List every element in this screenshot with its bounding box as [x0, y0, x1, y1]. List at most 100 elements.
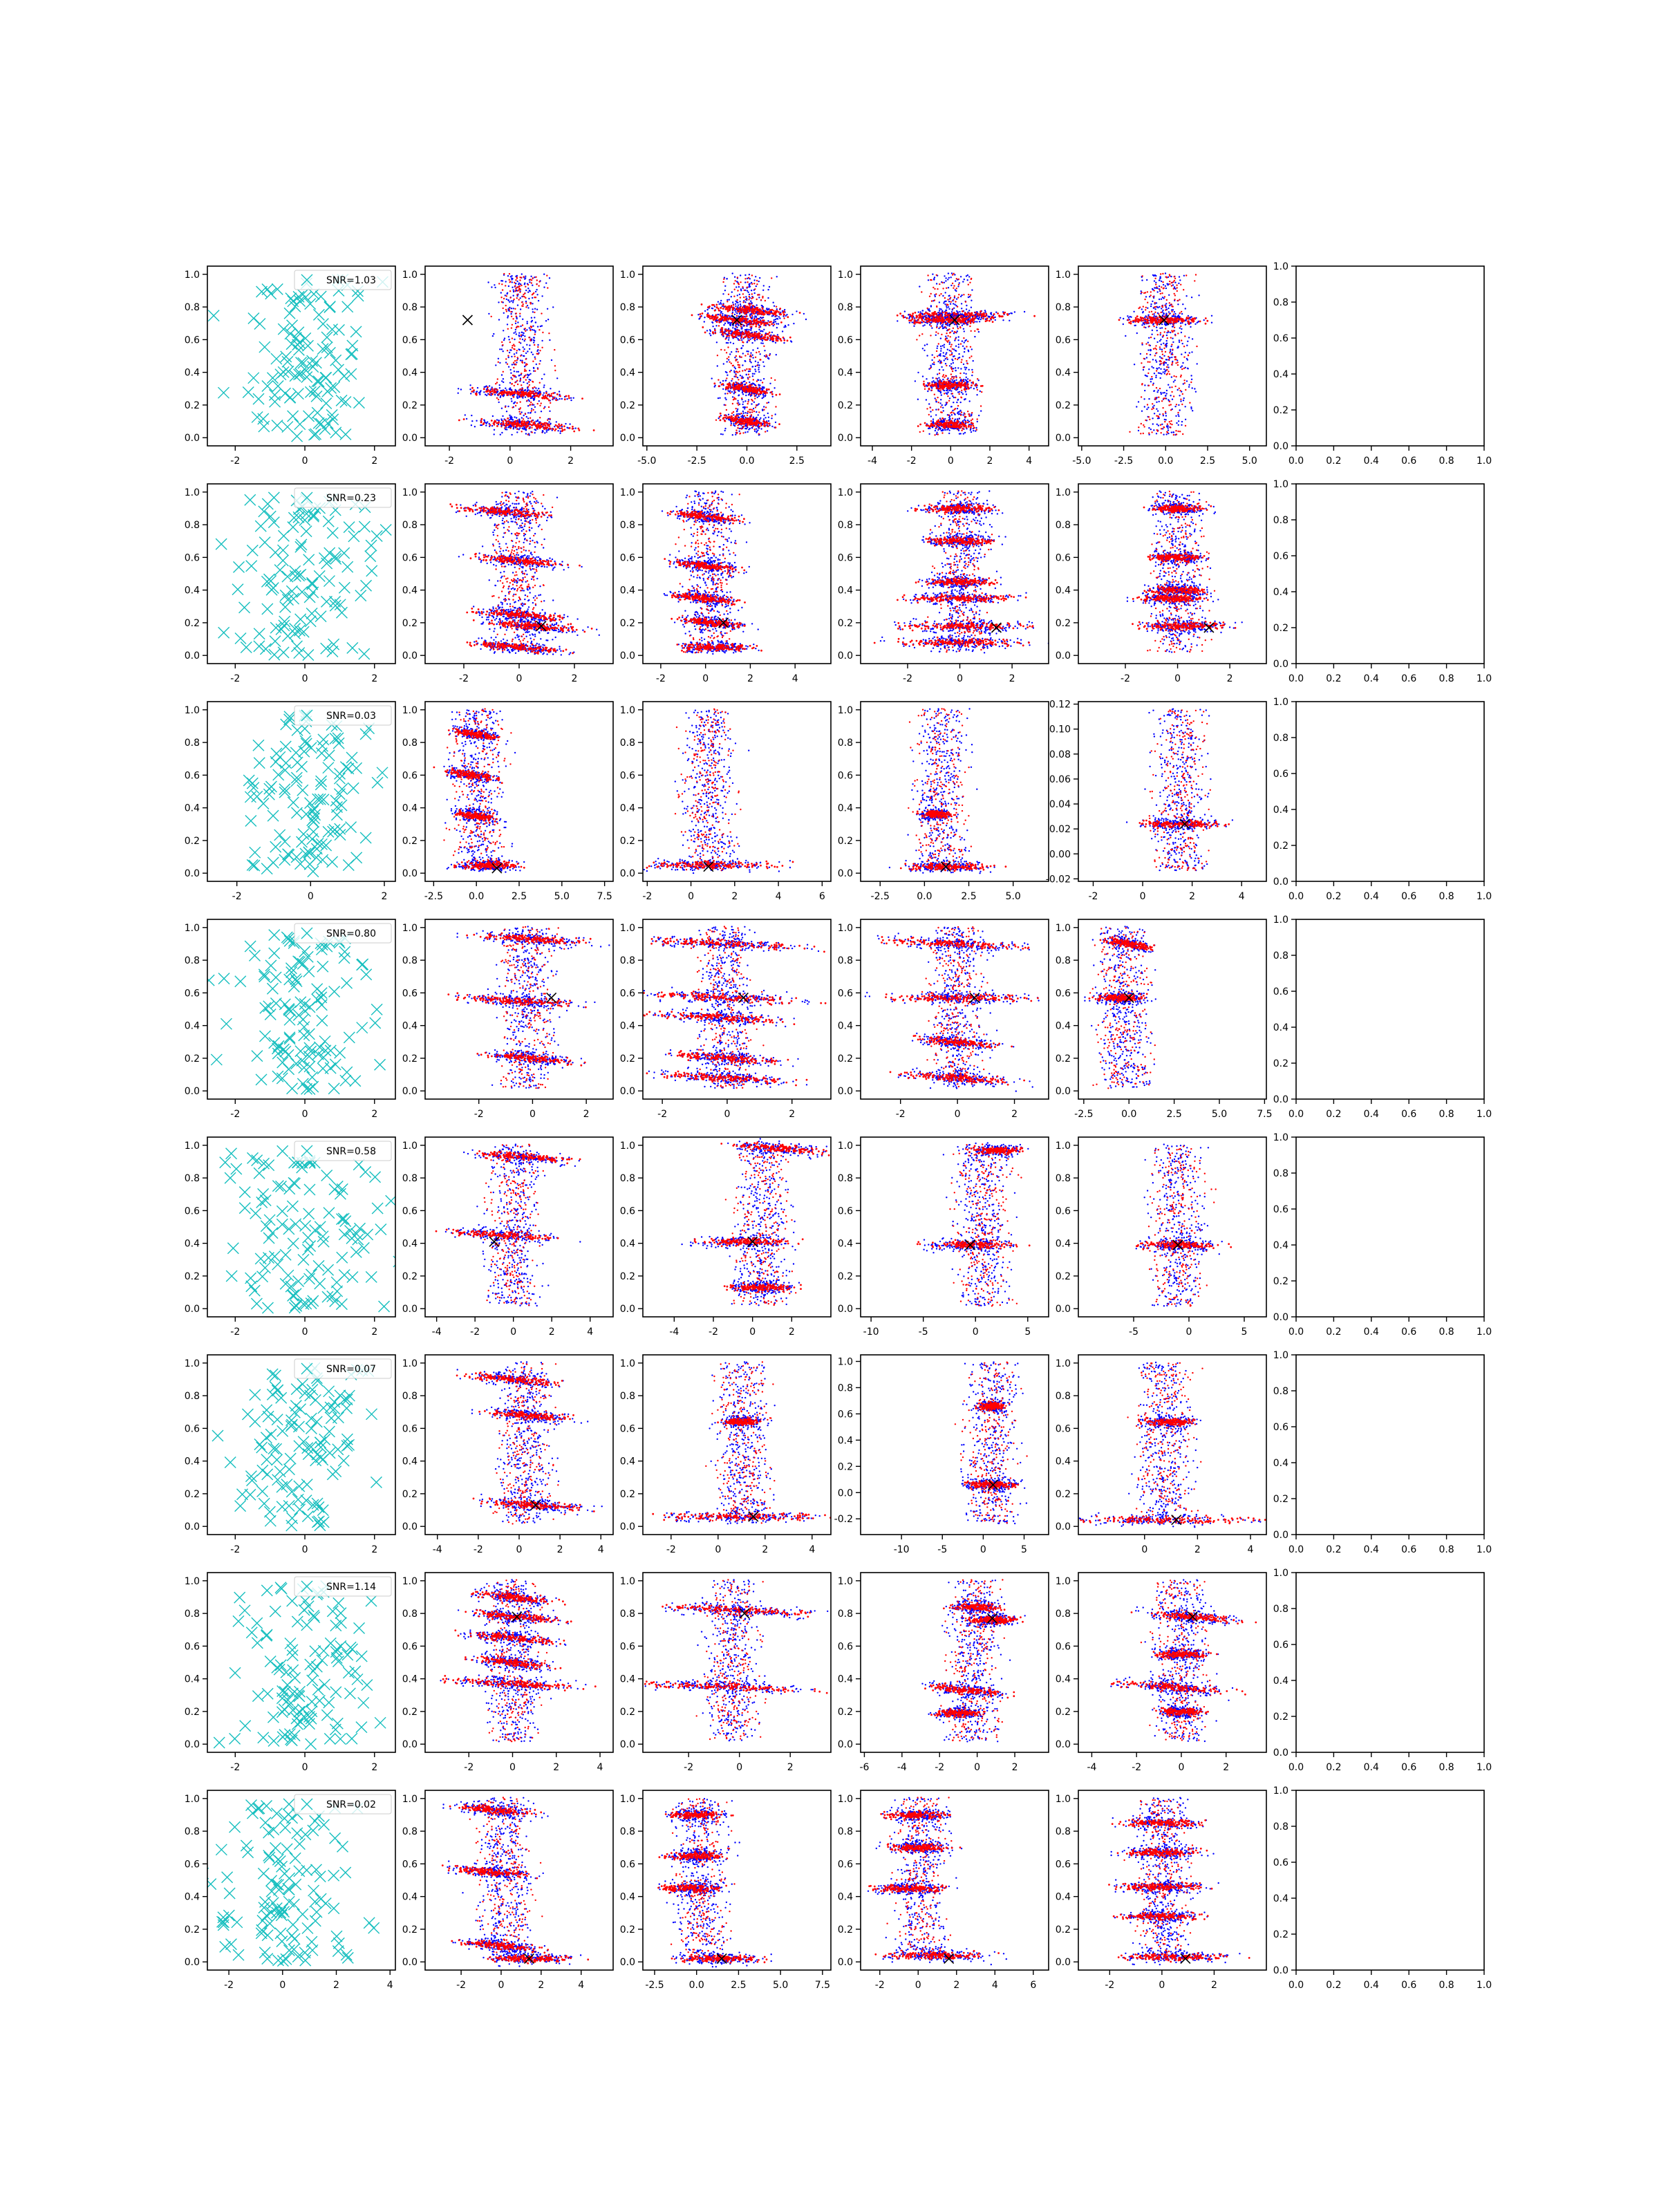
data-point [521, 335, 523, 338]
data-point [767, 425, 769, 427]
data-point [745, 382, 748, 384]
data-point [527, 418, 529, 420]
data-point [536, 353, 538, 355]
data-point [926, 321, 928, 323]
data-point [535, 424, 537, 427]
data-point [963, 294, 965, 296]
data-point [963, 330, 966, 332]
data-point [969, 346, 972, 348]
data-point [732, 399, 735, 401]
data-point [538, 285, 540, 287]
data-point [521, 361, 523, 363]
data-point [523, 355, 525, 357]
data-point [283, 391, 296, 404]
data-point [928, 295, 931, 297]
data-point [712, 316, 715, 318]
data-point [733, 391, 735, 393]
data-point [728, 330, 730, 332]
data-point [735, 431, 738, 434]
data-point [747, 350, 749, 353]
data-point [730, 424, 732, 427]
data-point [937, 433, 939, 435]
data-point [939, 313, 941, 315]
data-point [974, 321, 976, 323]
data-point [525, 330, 527, 332]
data-point [921, 348, 924, 350]
data-point [733, 366, 735, 368]
data-point [952, 409, 954, 412]
data-point [786, 339, 789, 342]
data-point [1023, 310, 1026, 313]
data-point [751, 387, 753, 390]
data-point [532, 397, 534, 400]
data-point [755, 428, 758, 430]
data-point [967, 349, 969, 351]
data-point [778, 423, 780, 425]
data-point [760, 424, 762, 427]
data-point [729, 371, 731, 373]
data-point [749, 297, 751, 299]
data-point [927, 308, 929, 310]
data-point [760, 312, 762, 315]
data-point [933, 363, 935, 366]
data-point [722, 333, 724, 336]
data-point [947, 299, 949, 301]
data-point [507, 285, 510, 288]
data-point [735, 301, 738, 303]
data-point [951, 348, 954, 350]
data-point [754, 308, 757, 310]
data-point [757, 414, 759, 416]
data-point [521, 331, 523, 333]
data-point [722, 433, 724, 435]
data-point [725, 398, 727, 401]
data-point [521, 338, 524, 341]
data-point [796, 310, 798, 312]
data-point [962, 433, 965, 435]
data-point [521, 301, 523, 303]
data-point [944, 363, 947, 365]
data-point [286, 319, 299, 332]
data-point [563, 429, 566, 431]
data-point [324, 346, 336, 359]
data-point [937, 345, 939, 347]
data-point [773, 324, 776, 326]
y-tick-label: 0.8 [620, 302, 635, 313]
data-point [247, 312, 260, 325]
data-point [772, 301, 774, 303]
data-point [532, 328, 534, 331]
data-point [935, 350, 938, 353]
data-point [749, 385, 752, 387]
data-point [787, 316, 789, 319]
data-point [953, 324, 956, 326]
data-point [537, 392, 540, 395]
data-point [488, 312, 490, 315]
data-point [464, 414, 466, 416]
data-point [515, 333, 517, 335]
data-point [510, 417, 512, 419]
data-point [936, 347, 938, 349]
data-point [502, 378, 505, 380]
data-point [976, 388, 979, 391]
data-point [523, 392, 525, 394]
data-point [932, 319, 935, 321]
data-point [736, 402, 738, 404]
data-point [747, 336, 749, 339]
axes-frame [207, 265, 396, 447]
data-point [741, 398, 743, 401]
data-point [509, 276, 512, 278]
data-point [767, 288, 769, 291]
data-point [493, 389, 496, 392]
data-point [550, 395, 552, 397]
data-point [525, 433, 527, 435]
data-point [539, 422, 542, 424]
data-point [561, 424, 563, 427]
data-point [767, 412, 769, 415]
data-point [939, 359, 941, 362]
scatter-points [457, 272, 595, 436]
data-point [512, 419, 514, 421]
data-point [960, 368, 962, 370]
data-point [751, 297, 753, 299]
data-point [503, 339, 505, 341]
data-point [727, 388, 729, 390]
data-point [769, 353, 771, 355]
